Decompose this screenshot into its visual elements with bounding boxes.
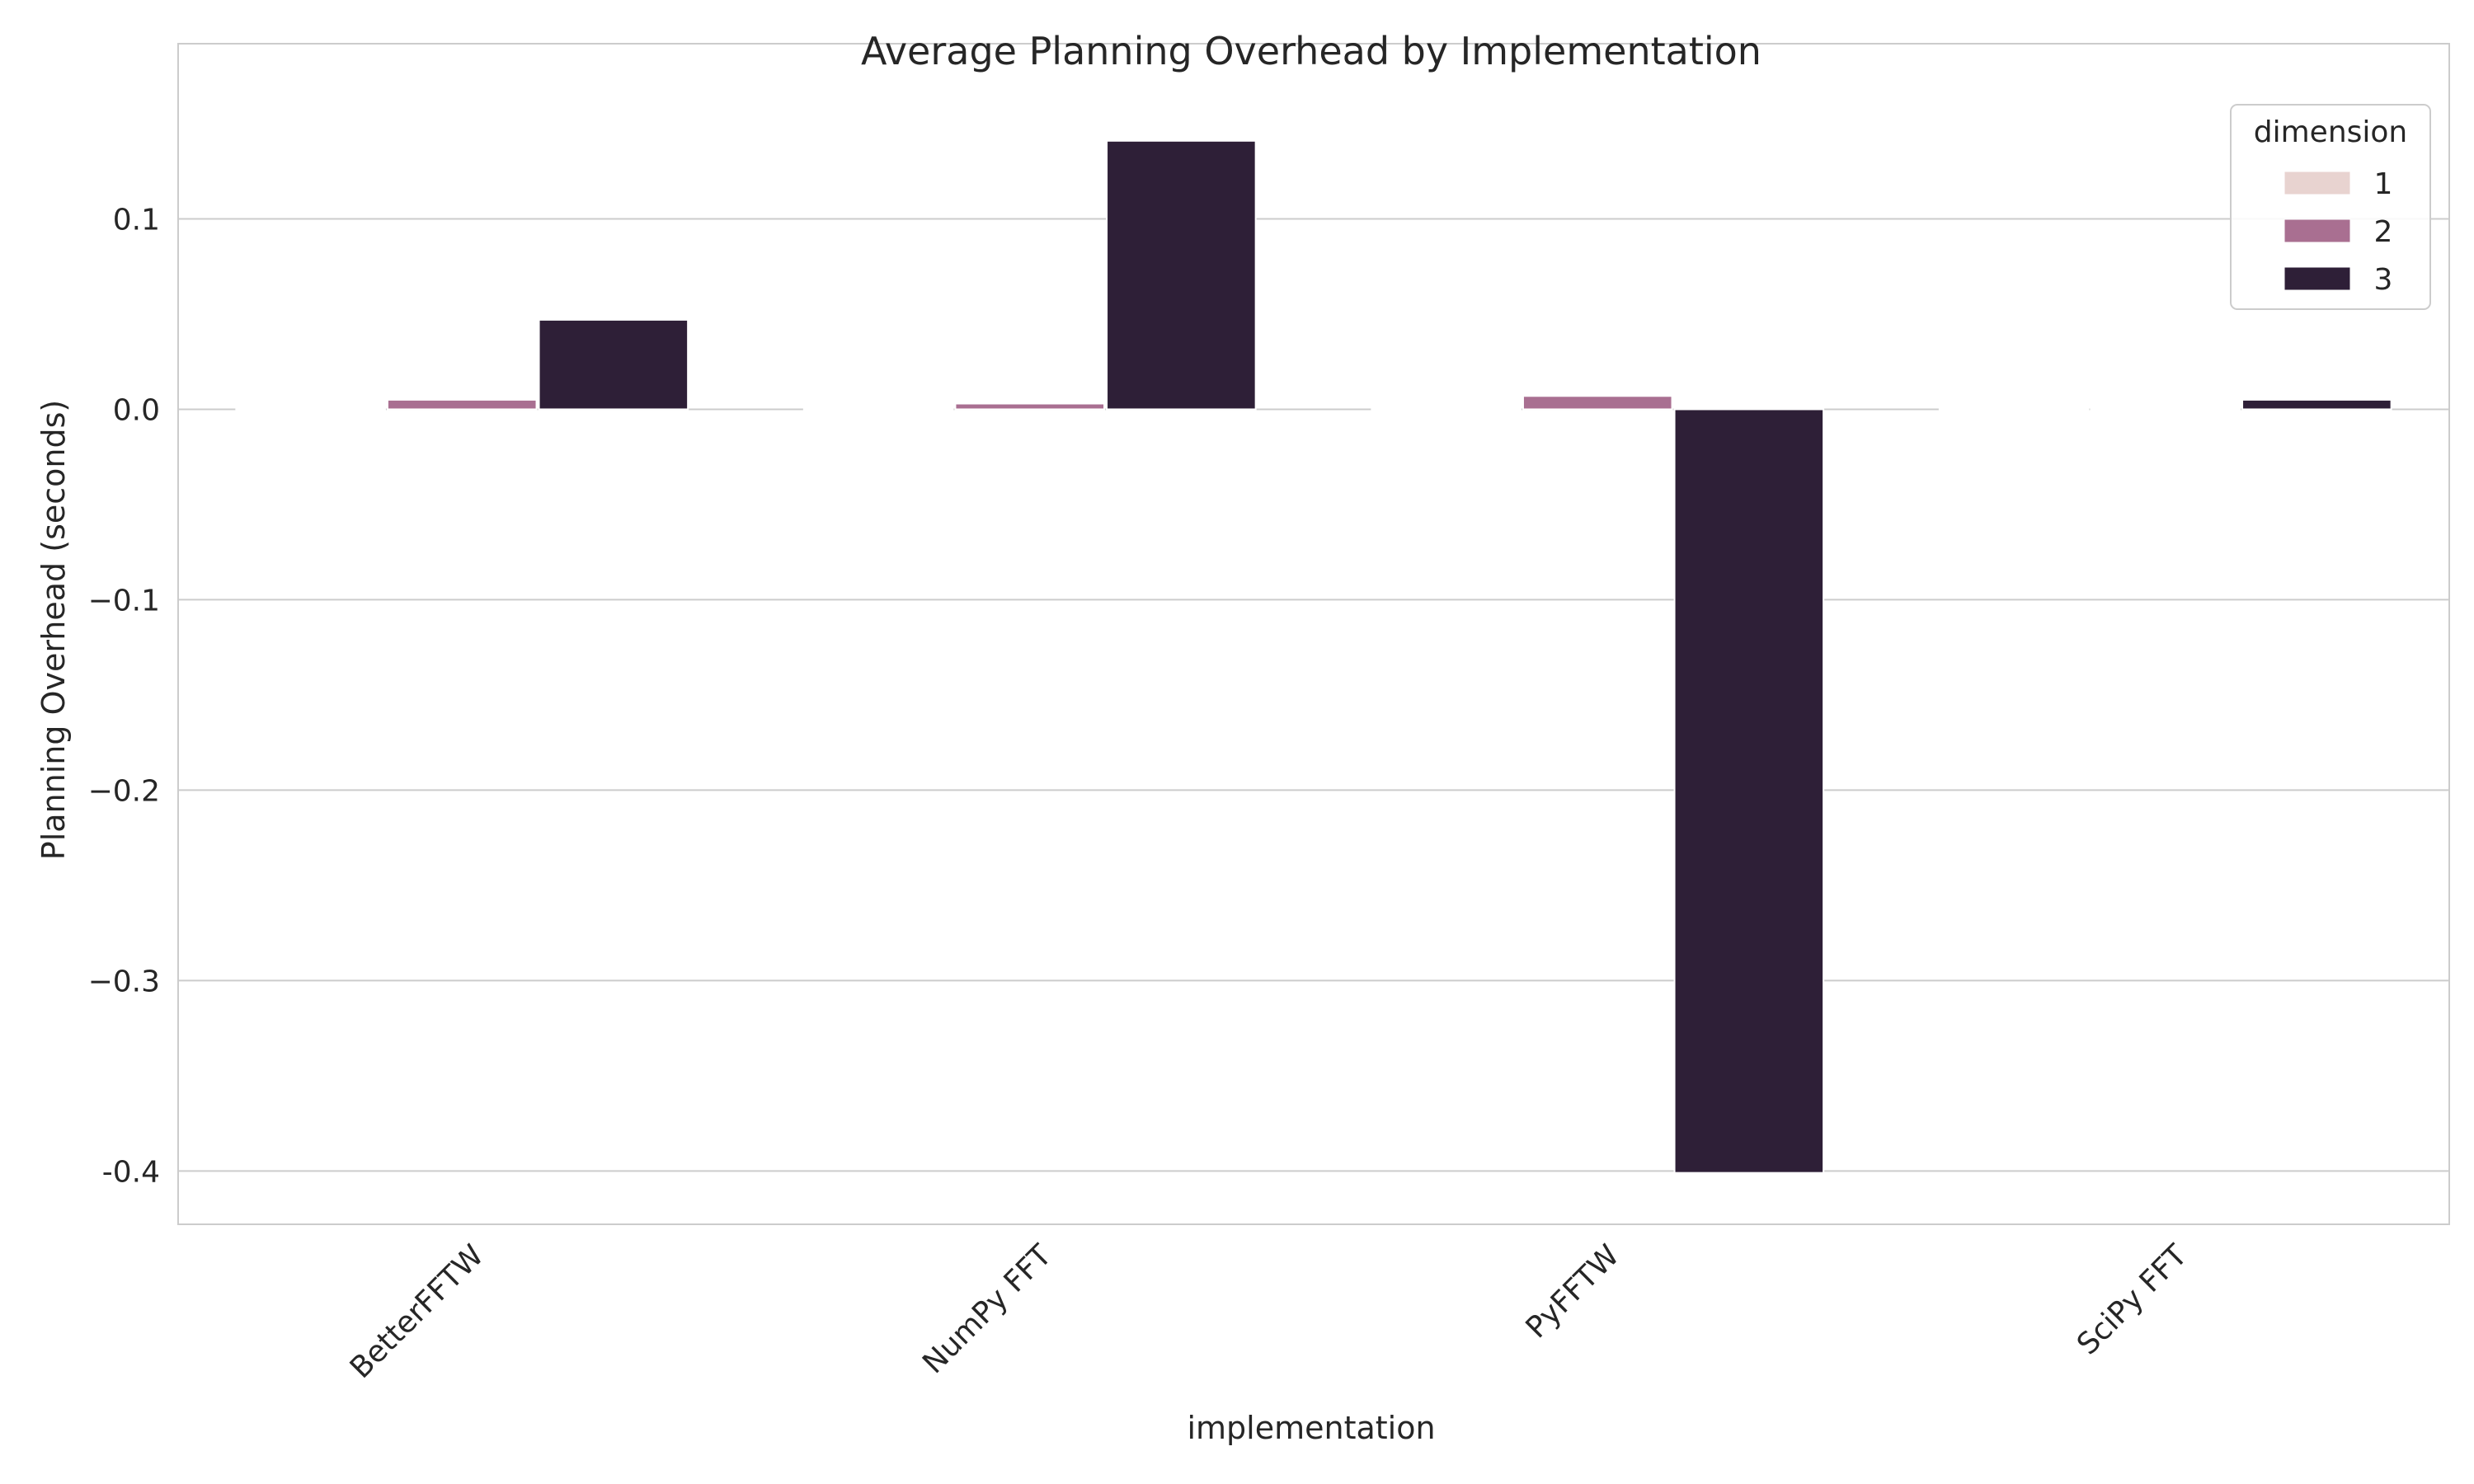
y-tick-label: −0.3 xyxy=(88,965,160,998)
x-tick-label: PyFFTW xyxy=(1520,1238,1626,1345)
bar-betterfftw-dim-1 xyxy=(235,407,386,411)
bar-numpy-fft-dim-3 xyxy=(1106,139,1257,411)
x-tick-label: BetterFFTW xyxy=(344,1238,491,1385)
legend-swatch-1 xyxy=(2284,171,2351,195)
grid-layer xyxy=(178,218,2449,1172)
y-tick-labels: 0.1 0.0 −0.1 −0.2 −0.3 -0.4 xyxy=(88,203,160,1189)
legend-label-1: 1 xyxy=(2374,167,2393,201)
legend-swatch-2 xyxy=(2284,218,2351,243)
bar-numpy-fft-dim-2 xyxy=(954,402,1106,411)
y-tick-label: 0.0 xyxy=(113,393,160,427)
legend-label-3: 3 xyxy=(2374,263,2393,297)
bar-betterfftw-dim-3 xyxy=(538,318,689,411)
bar-scipy-fft-dim-1 xyxy=(1938,407,2090,411)
bar-pyfftw-dim-2 xyxy=(1522,395,1673,411)
legend: dimension 1 2 3 xyxy=(2230,104,2431,310)
y-tick-label: −0.2 xyxy=(88,774,160,808)
x-axis-label: implementation xyxy=(1187,1410,1435,1446)
y-tick-label: 0.1 xyxy=(113,203,160,237)
y-axis-label: Planning Overhead (seconds) xyxy=(35,400,72,860)
y-tick-label: -0.4 xyxy=(102,1155,160,1189)
bar-pyfftw-dim-3 xyxy=(1673,408,1825,1174)
x-tick-label: SciPy FFT xyxy=(2071,1238,2194,1362)
bar-scipy-fft-dim-2 xyxy=(2090,407,2241,411)
bar-pyfftw-dim-1 xyxy=(1371,407,1522,411)
x-tick-labels: BetterFFTW NumPy FFT PyFFTW SciPy FFT xyxy=(344,1238,2194,1385)
legend-entries: 1 2 3 xyxy=(2284,167,2392,297)
plot-frame xyxy=(177,43,2450,1225)
bar-betterfftw-dim-2 xyxy=(386,398,538,411)
legend-label-2: 2 xyxy=(2374,215,2393,249)
legend-box xyxy=(2230,104,2431,310)
legend-swatch-3 xyxy=(2284,266,2351,291)
x-tick-label: NumPy FFT xyxy=(916,1238,1059,1381)
bar-numpy-fft-dim-1 xyxy=(802,407,954,411)
legend-title: dimension xyxy=(2254,115,2408,149)
bar-scipy-fft-dim-3 xyxy=(2241,398,2392,411)
bar-layer xyxy=(235,139,2392,1174)
y-tick-label: −0.1 xyxy=(88,584,160,618)
chart-title: Average Planning Overhead by Implementat… xyxy=(861,29,1761,73)
